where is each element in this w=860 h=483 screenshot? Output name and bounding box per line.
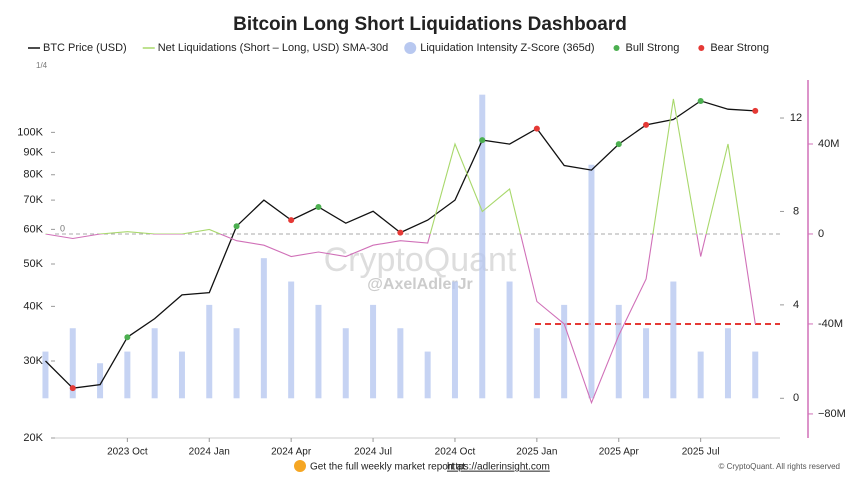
bar bbox=[260, 258, 267, 399]
signal-dot bbox=[288, 217, 295, 224]
series-line bbox=[45, 98, 756, 405]
y-tick-label: 20K bbox=[23, 432, 43, 444]
x-tick-label: 2024 Jan bbox=[189, 447, 230, 458]
x-tick-label: 2023 Oct bbox=[107, 447, 148, 458]
bar bbox=[342, 328, 349, 399]
bar bbox=[479, 94, 486, 399]
bar bbox=[397, 328, 404, 399]
legend-label: BTC Price (USD) bbox=[43, 42, 127, 54]
bar bbox=[533, 328, 540, 399]
legend-swatch bbox=[698, 45, 705, 51]
bar bbox=[288, 281, 295, 399]
legend-label: Net Liquidations (Short – Long, USD) SMA… bbox=[158, 42, 389, 54]
legend-label: Liquidation Intensity Z-Score (365d) bbox=[420, 42, 594, 54]
y-tick-label: 80K bbox=[23, 169, 43, 181]
footer-icon bbox=[294, 460, 306, 472]
y-tick-label: 100K bbox=[17, 126, 43, 138]
legend-swatch bbox=[404, 42, 417, 54]
watermark-handle: @AxelAdlerJr bbox=[367, 276, 472, 293]
y2-tick-label: 0 bbox=[793, 392, 799, 404]
bar bbox=[97, 363, 104, 399]
bar bbox=[752, 351, 759, 399]
bar bbox=[670, 281, 677, 399]
bar bbox=[178, 351, 185, 399]
x-tick-label: 2024 Oct bbox=[435, 447, 476, 458]
bar bbox=[206, 304, 213, 399]
y-tick-label: 40K bbox=[23, 300, 43, 312]
y-tick-label: 90K bbox=[23, 146, 43, 158]
x-tick-label: 2025 Jan bbox=[516, 447, 557, 458]
chart-title: Bitcoin Long Short Liquidations Dashboar… bbox=[233, 14, 627, 35]
bar bbox=[124, 351, 131, 399]
legend-swatch bbox=[613, 45, 620, 51]
signal-dot bbox=[615, 141, 622, 148]
bar bbox=[233, 328, 240, 399]
copyright: © CryptoQuant. All rights reserved bbox=[719, 462, 841, 471]
bar bbox=[42, 351, 49, 399]
bar bbox=[151, 328, 158, 399]
y2-tick-label: 8 bbox=[793, 205, 799, 217]
signal-dot bbox=[533, 125, 540, 132]
pager[interactable]: 1/4 bbox=[36, 61, 48, 70]
signal-dot bbox=[697, 97, 704, 104]
bar bbox=[724, 328, 731, 399]
signal-dot bbox=[752, 107, 759, 114]
y-tick-label: 70K bbox=[23, 194, 43, 206]
bar bbox=[697, 351, 704, 399]
bar bbox=[370, 304, 377, 399]
legend-label: Bull Strong bbox=[626, 42, 680, 54]
bar bbox=[315, 304, 322, 399]
footer-note: Get the full weekly market report at bbox=[310, 462, 465, 473]
bar bbox=[424, 351, 431, 399]
x-tick-label: 2024 Jul bbox=[354, 447, 392, 458]
bar bbox=[451, 281, 458, 399]
signal-dot bbox=[124, 334, 131, 341]
x-tick-label: 2024 Apr bbox=[271, 447, 312, 458]
watermark: CryptoQuant bbox=[324, 241, 517, 279]
signal-dot bbox=[315, 204, 322, 211]
bar bbox=[615, 304, 622, 399]
bar bbox=[561, 304, 568, 399]
y3-tick-label: −80M bbox=[818, 408, 846, 420]
y3-tick-label: 0 bbox=[818, 228, 824, 240]
y2-tick-label: 12 bbox=[790, 112, 802, 124]
signal-dot bbox=[643, 121, 650, 128]
bar bbox=[588, 164, 595, 399]
bar bbox=[506, 281, 513, 399]
y3-tick-label: 40M bbox=[818, 138, 839, 150]
signal-dot bbox=[479, 137, 486, 144]
y2-tick-label: 4 bbox=[793, 299, 799, 311]
x-tick-label: 2025 Jul bbox=[682, 447, 720, 458]
y-tick-label: 50K bbox=[23, 258, 43, 270]
y3-tick-label: -40M bbox=[818, 318, 843, 330]
signal-dot bbox=[397, 229, 404, 236]
x-tick-label: 2025 Apr bbox=[599, 447, 640, 458]
bar bbox=[643, 328, 650, 399]
y-tick-label: 30K bbox=[23, 355, 43, 367]
reference-label: 0 bbox=[60, 223, 65, 233]
signal-dot bbox=[233, 223, 240, 230]
footer-link[interactable]: https://adlerinsight.com bbox=[447, 462, 550, 473]
signal-dot bbox=[69, 385, 76, 392]
bar bbox=[69, 328, 76, 399]
y-tick-label: 60K bbox=[23, 223, 43, 235]
legend-label: Bear Strong bbox=[710, 42, 769, 54]
